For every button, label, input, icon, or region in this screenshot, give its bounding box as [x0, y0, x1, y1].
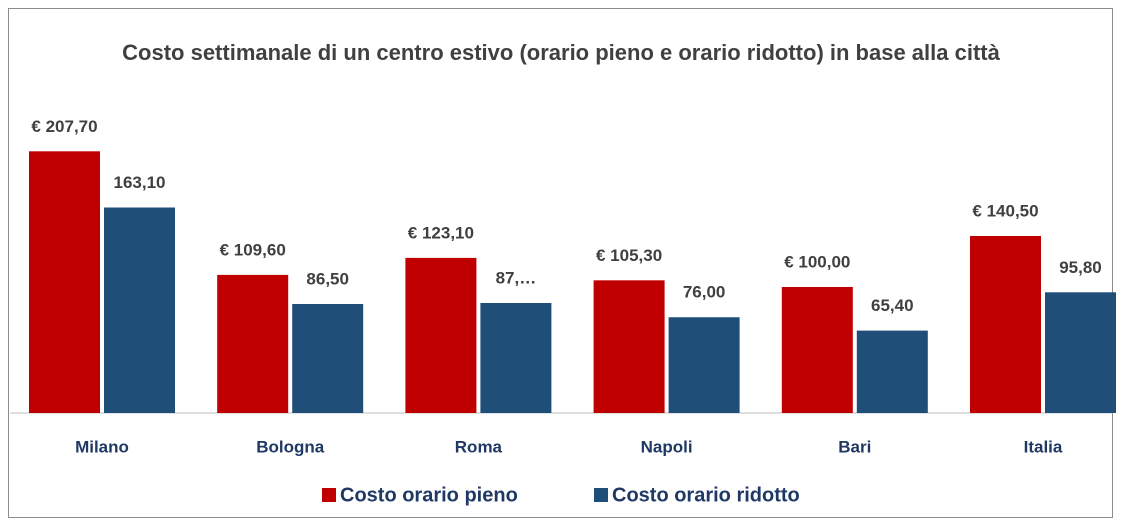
data-label: 163,10	[114, 173, 166, 192]
x-tick-label: Bari	[838, 437, 871, 456]
bar	[480, 303, 552, 413]
x-tick-label: Italia	[1024, 437, 1063, 456]
chart-frame	[8, 8, 1113, 518]
chart-title: Costo settimanale di un centro estivo (o…	[122, 40, 1000, 65]
x-tick-label: Roma	[455, 437, 503, 456]
data-label: € 100,00	[784, 252, 850, 271]
data-label: € 140,50	[972, 201, 1038, 220]
legend-swatch	[322, 488, 336, 502]
data-label: € 123,10	[408, 223, 474, 242]
x-tick-label: Napoli	[641, 437, 693, 456]
x-tick-label: Milano	[75, 437, 129, 456]
bar	[970, 235, 1041, 413]
data-label: 76,00	[683, 283, 726, 302]
data-label: 65,40	[871, 296, 914, 315]
data-label: 86,50	[306, 269, 349, 288]
legend-label: Costo orario ridotto	[612, 484, 800, 506]
data-label: € 207,70	[31, 117, 97, 136]
bar	[781, 287, 853, 413]
bar	[29, 151, 100, 413]
legend-label: Costo orario pieno	[340, 484, 518, 506]
bar	[217, 274, 289, 413]
bar	[856, 330, 928, 413]
bar	[405, 257, 477, 413]
bar	[292, 304, 364, 413]
data-label: 87,…	[496, 268, 537, 287]
legend-swatch	[594, 488, 608, 502]
bar	[1045, 292, 1116, 413]
data-label: 95,80	[1059, 258, 1102, 277]
data-label: € 109,60	[220, 240, 286, 259]
bar	[104, 207, 175, 413]
bar	[593, 280, 665, 413]
bar	[668, 317, 740, 413]
x-tick-label: Bologna	[256, 437, 325, 456]
data-label: € 105,30	[596, 246, 662, 265]
